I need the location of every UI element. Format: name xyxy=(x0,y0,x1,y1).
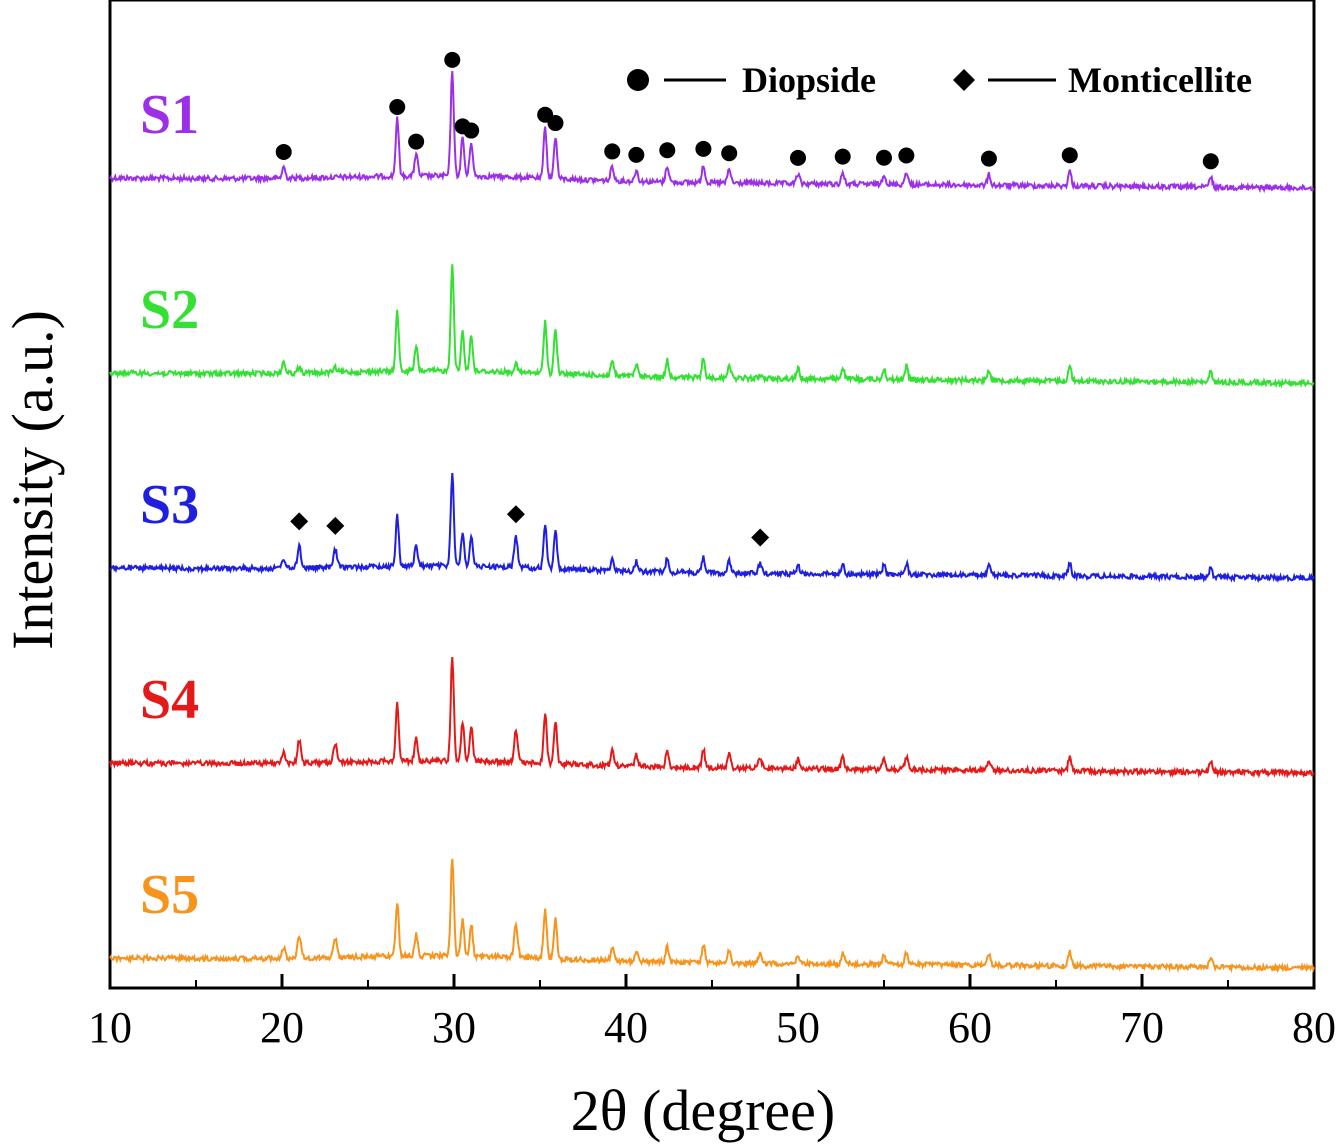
diopside-marker xyxy=(628,146,645,163)
diopside-marker xyxy=(790,149,806,166)
diopside-marker xyxy=(695,140,712,157)
series-label-s2: S2 xyxy=(140,279,199,341)
diopside-marker xyxy=(604,143,621,160)
x-tick-label: 20 xyxy=(260,1003,304,1052)
x-tick-label: 60 xyxy=(948,1003,992,1052)
x-tick-label: 40 xyxy=(604,1003,648,1052)
diopside-marker xyxy=(463,122,480,139)
peak-markers xyxy=(275,51,1219,547)
series-lines xyxy=(109,71,1315,974)
diopside-marker xyxy=(1202,153,1219,170)
diopside-marker xyxy=(721,145,738,162)
y-axis-title: Intensity (a.u.) xyxy=(0,310,65,650)
series-label-s3: S3 xyxy=(140,474,199,536)
series-line-s2 xyxy=(109,264,1315,389)
series-line-s4 xyxy=(109,657,1315,779)
diopside-marker xyxy=(898,147,915,164)
diopside-marker xyxy=(389,98,406,115)
series-label-s1: S1 xyxy=(140,84,199,146)
diopside-marker xyxy=(275,143,292,160)
legend-diopside-marker xyxy=(627,69,649,91)
x-tick-label: 30 xyxy=(432,1003,476,1052)
x-axis-tick-labels: 10 20 30 40 50 60 70 80 xyxy=(88,1003,1336,1052)
series-label-s4: S4 xyxy=(140,669,199,731)
diopside-marker xyxy=(980,150,997,167)
monticellite-marker xyxy=(290,512,309,531)
monticellite-marker xyxy=(326,516,345,535)
diopside-marker xyxy=(444,51,461,68)
legend-diopside-label: Diopside xyxy=(742,60,876,100)
legend-monticellite-label: Monticellite xyxy=(1068,60,1252,100)
diopside-marker xyxy=(876,149,892,166)
series-labels: S1 S2 S3 S4 S5 xyxy=(140,84,199,926)
monticellite-marker xyxy=(506,505,525,524)
diopside-marker xyxy=(834,148,851,165)
legend: Diopside Monticellite xyxy=(627,60,1252,100)
diopside-marker xyxy=(408,133,425,150)
diopside-marker xyxy=(547,115,564,132)
x-tick-label: 10 xyxy=(88,1003,132,1052)
series-line-s5 xyxy=(109,858,1315,974)
x-axis-title: 2θ (degree) xyxy=(571,1078,835,1143)
x-tick-label: 80 xyxy=(1292,1003,1336,1052)
x-tick-label: 50 xyxy=(776,1003,820,1052)
legend-monticellite-marker xyxy=(953,69,975,91)
series-label-s5: S5 xyxy=(140,864,199,926)
x-axis-ticks xyxy=(108,974,1316,988)
x-tick-label: 70 xyxy=(1120,1003,1164,1052)
monticellite-marker xyxy=(751,528,770,547)
series-line-s3 xyxy=(109,472,1315,584)
diopside-marker xyxy=(1061,147,1078,164)
series-line-s1 xyxy=(109,71,1315,194)
diopside-marker xyxy=(659,142,676,159)
